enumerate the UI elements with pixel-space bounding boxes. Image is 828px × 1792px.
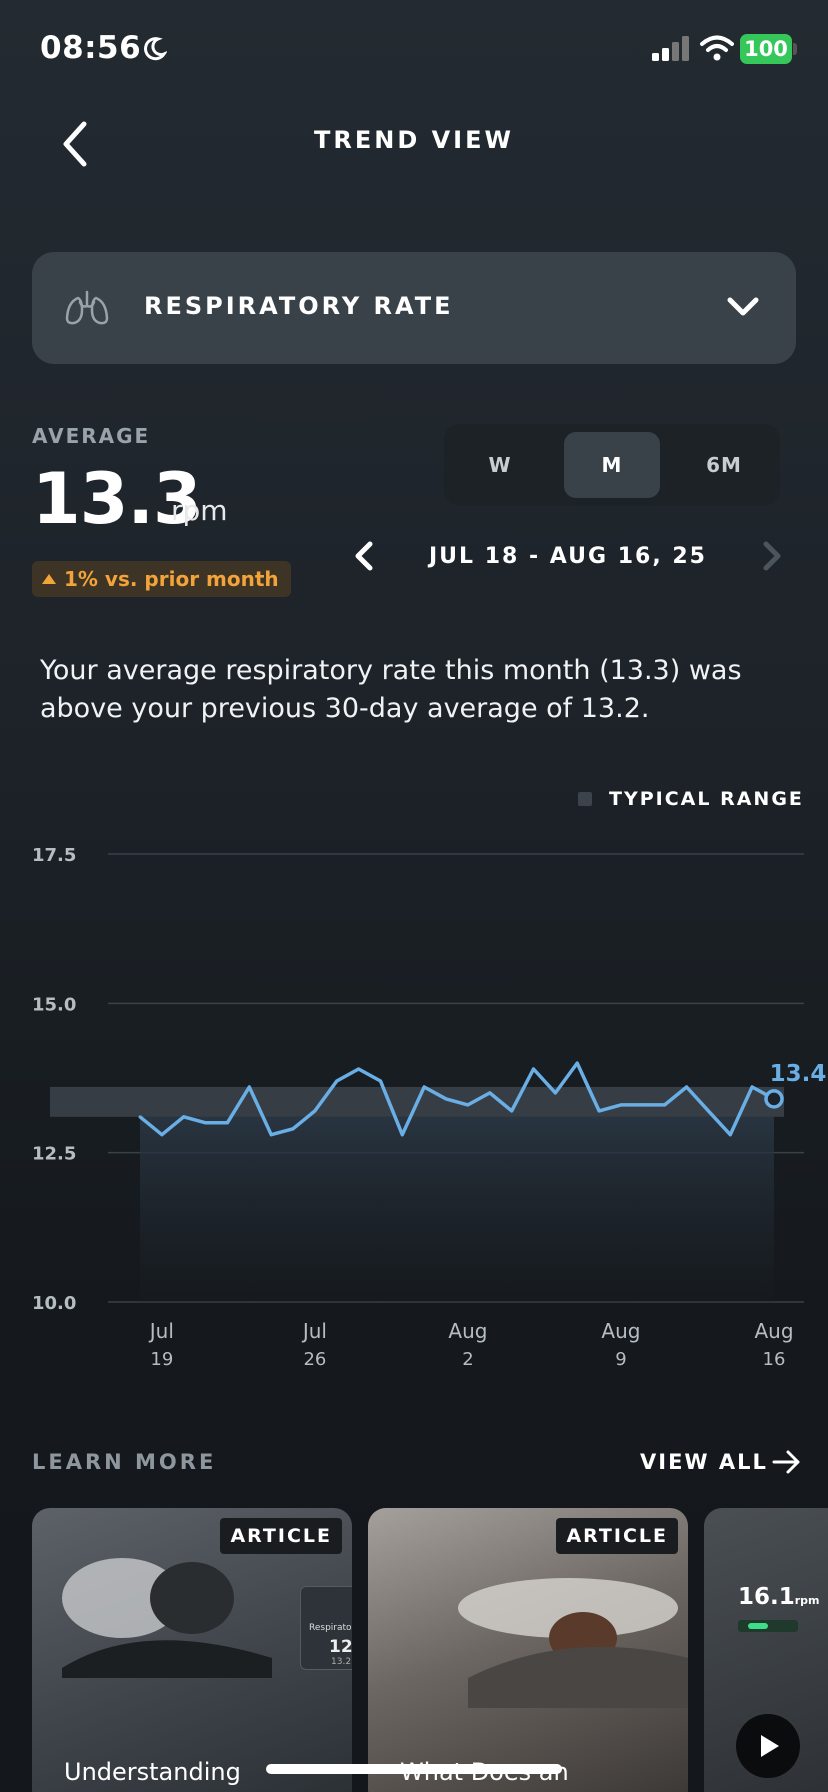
play-icon [761,1735,779,1757]
y-tick-label: 10.0 [32,1293,76,1314]
data-point [510,1109,514,1113]
typical-range-legend: TYPICAL RANGE [609,788,804,810]
sleeping-woman-image [458,1578,688,1708]
previous-period-chevron-icon[interactable] [350,538,378,574]
data-point [466,1103,470,1107]
article-badge: ARTICLE [220,1518,342,1554]
data-point [706,1109,710,1113]
last-point-marker [764,1089,784,1109]
learn-more-heading: LEARN MORE [32,1450,217,1474]
card-title: Understanding [64,1758,241,1786]
data-point [488,1091,492,1095]
data-point [291,1127,295,1131]
range-tab-week[interactable]: W [488,453,512,477]
last-value-label: 13.4 [770,1061,827,1087]
x-tick-month: Aug [754,1319,793,1343]
data-point [335,1079,339,1083]
next-period-chevron-icon[interactable] [758,538,786,574]
data-point [160,1133,164,1137]
delta-text: 1% vs. prior month [64,567,279,591]
lungs-icon [65,290,109,325]
sleeping-man-image [62,1558,272,1678]
typical-range-swatch [578,792,592,806]
x-tick-month: Jul [148,1319,174,1343]
y-tick-label: 12.5 [32,1144,76,1165]
page-title: TREND VIEW [314,126,514,154]
metric-label: RESPIRATORY RATE [144,292,454,320]
data-point [619,1103,623,1107]
data-point [204,1121,208,1125]
article-card-understanding[interactable]: Respirator 12. 13.2 ARTICLE Understandin… [32,1508,352,1792]
video-card-unit: rpm [794,1594,820,1607]
inset-value: 12. [329,1637,352,1657]
x-tick-day: 2 [462,1349,473,1370]
range-segmented-control: W M 6M [444,424,780,506]
date-range: JUL 18 - AUG 16, 25 [429,544,707,569]
range-tab-6-month[interactable]: 6M [706,453,742,477]
data-point [138,1115,142,1119]
data-point [378,1079,382,1083]
summary-text: Your average respiratory rate this month… [40,655,742,724]
average-value: 13.3 [32,458,202,540]
data-point [225,1121,229,1125]
data-point [313,1109,317,1113]
metric-dropdown[interactable]: RESPIRATORY RATE [32,252,796,364]
data-point [575,1061,579,1065]
data-point [269,1133,273,1137]
battery-cap [793,43,797,55]
chart-area-fill [140,1116,774,1302]
play-button[interactable] [736,1714,800,1778]
data-point [641,1103,645,1107]
wifi-icon [700,35,734,61]
home-indicator [266,1764,562,1774]
chevron-down-icon [727,297,759,316]
arrow-right-icon[interactable] [772,1448,802,1476]
do-not-disturb-moon-icon [144,37,167,61]
x-tick-month: Jul [301,1319,327,1343]
data-point [182,1115,186,1119]
x-tick-day: 16 [763,1349,786,1370]
triangle-up-icon [42,574,56,584]
data-point [728,1133,732,1137]
status-bar: 08:56 100 [0,0,828,100]
data-point [663,1103,667,1107]
video-card-value: 16.1rpm [738,1584,820,1610]
cellular-signal-icon [652,36,689,61]
article-badge: ARTICLE [556,1518,678,1554]
average-unit: rpm [171,494,228,527]
data-point [444,1097,448,1101]
data-point [553,1091,557,1095]
data-point [357,1067,361,1071]
video-card-range-pill [738,1620,798,1632]
video-card-number: 16.1 [738,1584,795,1610]
y-tick-label: 15.0 [32,994,76,1015]
app-screen-inset: Respirator 12. 13.2 [300,1586,352,1670]
y-tick-label: 17.5 [32,845,76,866]
inset-sub: 13.2 [331,1657,352,1667]
data-point [597,1109,601,1113]
view-all-link[interactable]: VIEW ALL [640,1450,768,1474]
data-point [422,1085,426,1089]
data-point [750,1085,754,1089]
article-card-what-does-an[interactable]: ARTICLE What Does an [368,1508,688,1792]
data-point [685,1085,689,1089]
x-tick-day: 9 [615,1349,626,1370]
data-point [247,1085,251,1089]
range-tab-month[interactable]: M [564,432,660,498]
inset-label: Respirator [309,1623,352,1633]
x-tick-month: Aug [601,1319,640,1343]
respiratory-rate-chart: 17.5 15.0 12.5 10.0 13.4 Jul 19 Jul 26 Aug 2 Aug 9 Au… [32,845,827,1370]
series-line [138,1061,775,1137]
x-tick-day: 19 [150,1349,173,1370]
back-chevron-icon[interactable] [56,116,96,172]
status-time: 08:56 [40,30,142,66]
delta-badge: 1% vs. prior month [32,561,291,597]
x-tick-month: Aug [448,1319,487,1343]
data-point [532,1067,536,1071]
data-point [400,1133,404,1137]
x-tick-day: 26 [303,1349,326,1370]
average-label: AVERAGE [32,424,151,448]
battery-level: 100 [740,34,792,64]
